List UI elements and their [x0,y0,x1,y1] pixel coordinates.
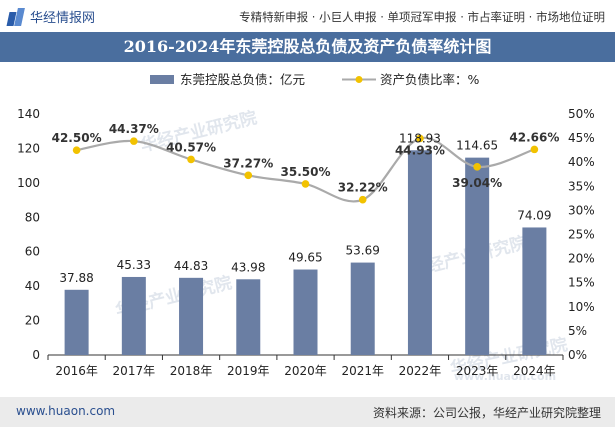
bar [465,157,490,355]
chart: 华经产业研究院华经产业研究院华经产业研究院华经产业研究院www.huaon.co… [17,72,595,383]
x-tick-label: 2024年 [513,364,556,378]
y-right-tick-label: 15% [568,276,595,290]
title-band: 2016-2024年东莞控股总负债及资产负债率统计图 [0,32,615,62]
y-right-tick-label: 30% [568,203,595,217]
y-left-tick-label: 20 [25,314,40,328]
bar-value-label: 45.33 [117,258,151,272]
top-bar: 华经情报网 专精特新申报 · 小巨人申报 · 单项冠军申报 · 市占率证明 · … [0,0,615,32]
y-left-tick-label: 80 [25,210,40,224]
bar-value-label: 114.65 [456,139,498,153]
ratio-value-label: 35.50% [281,165,331,179]
bar [350,262,375,355]
x-tick-label: 2021年 [341,364,384,378]
x-tick-label: 2017年 [113,364,156,378]
bar [121,276,146,355]
bar-value-label: 118.93 [399,131,441,145]
x-tick-label: 2018年 [170,364,213,378]
bar-value-label: 53.69 [346,244,380,258]
bars [64,150,547,355]
y-right-tick-label: 0% [568,348,587,362]
ratio-value-label: 44.93% [395,143,445,157]
bar-value-label: 74.09 [517,208,551,222]
bar-value-label: 37.88 [59,271,93,285]
ratio-point [301,180,310,188]
bar [64,289,89,355]
watermark: www.huaon.com [454,370,556,383]
y-left-tick-label: 40 [25,279,40,293]
ratio-value-label: 42.50% [52,131,102,145]
ratio-point [473,163,481,171]
bar [179,277,204,355]
y-left-tick-label: 140 [17,107,40,121]
ratio-line-path [76,136,535,203]
legend-label-line: 资产负债比率：% [380,72,480,87]
ratio-point [244,171,253,180]
y-right-tick-label: 40% [568,155,595,169]
y-right-tick-label: 25% [568,228,595,242]
axes: 0 20 40 60 80 100 120 140 0% 5% 10% 15% 20% 25% 30% 35%… [17,107,595,378]
ratio-value-label: 39.04% [452,176,502,190]
y-right-tick-label: 50% [568,107,595,121]
ratio-value-label: 44.37% [109,122,159,136]
service-tags: 专精特新申报 · 小巨人申报 · 单项冠军申报 · 市占率证明 · 市场地位证明 [239,10,605,24]
y-left-tick-label: 60 [25,245,40,259]
footer-website[interactable]: www.huaon.com [16,404,116,418]
x-tick-label: 2019年 [227,364,270,378]
bar [407,150,432,355]
ratio-point [72,146,81,154]
y-left-tick-label: 0 [32,348,40,362]
ratio-point [130,137,138,145]
legend: 东莞控股总负债：亿元 资产负债比率：% [150,72,480,87]
bar [522,227,547,355]
ratio-value-label: 32.22% [338,181,388,195]
ratio-value-label: 37.27% [223,156,273,170]
logo-text: 华经情报网 [30,11,96,26]
x-tick-label: 2022年 [399,364,442,378]
ratio-value-label: 40.57% [166,140,216,154]
y-left-tick-label: 120 [17,141,40,155]
footer: www.huaon.com 资料来源：公司公报，华经产业研究院整理 [0,397,615,427]
x-tick-label: 2023年 [456,364,499,378]
legend-swatch-bar [150,75,174,84]
y-right-tick-label: 10% [568,300,595,314]
ratio-point [416,134,424,143]
ratio-point [187,155,195,164]
y-right-tick-label: 20% [568,252,595,266]
ratio-point [358,195,367,204]
footer-source: 资料来源：公司公报，华经产业研究院整理 [372,406,601,420]
ratio-line [72,134,539,204]
x-tick-label: 2020年 [284,364,327,378]
chart-title: 2016-2024年东莞控股总负债及资产负债率统计图 [123,37,492,56]
legend-label-bar: 东莞控股总负债：亿元 [180,72,305,87]
y-right-tick-label: 5% [568,324,587,338]
bar-value-label: 49.65 [288,251,322,265]
y-left-tick-label: 100 [17,176,40,190]
bar [236,279,261,355]
bar-value-label: 44.83 [174,259,208,273]
data-labels: 37.88 45.33 44.83 43.98 49.65 53.69 118.93 114.… [52,122,560,285]
bar [293,269,318,355]
legend-marker-dot [355,76,363,83]
ratio-point [530,145,539,154]
y-right-tick-label: 45% [568,131,595,145]
bar-value-label: 43.98 [231,260,265,274]
logo[interactable]: 华经情报网 [6,7,96,26]
x-tick-label: 2016年 [55,364,98,378]
ratio-value-label: 42.66% [509,130,559,144]
y-right-tick-label: 35% [568,179,595,193]
logo-icon [6,7,26,26]
